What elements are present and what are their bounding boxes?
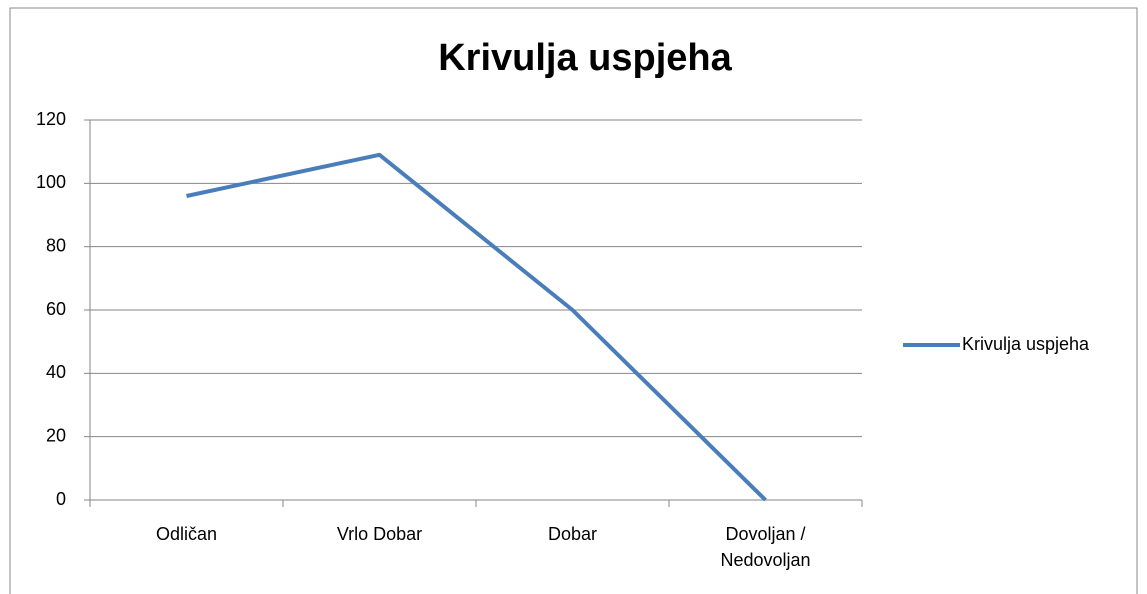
y-tick-label: 20 xyxy=(46,425,66,445)
y-tick-label: 80 xyxy=(46,235,66,255)
y-tick-label: 100 xyxy=(36,172,66,192)
x-tick-label: Odličan xyxy=(155,524,218,544)
legend-label: Krivulja uspjeha xyxy=(962,334,1090,354)
chart-title: Krivulja uspjeha xyxy=(438,37,732,79)
y-tick-label: 120 xyxy=(36,109,66,129)
chart-frame xyxy=(9,7,1138,594)
series-line xyxy=(186,152,767,502)
x-tick-label: Dobar xyxy=(547,524,598,544)
y-tick-label: 60 xyxy=(46,299,66,319)
x-tick-label: Dovoljan / Nedovoljan xyxy=(720,524,811,570)
y-tick-label: 0 xyxy=(56,489,66,509)
x-tick-label: Vrlo Dobar xyxy=(336,524,423,544)
y-tick-label: 40 xyxy=(46,362,66,382)
